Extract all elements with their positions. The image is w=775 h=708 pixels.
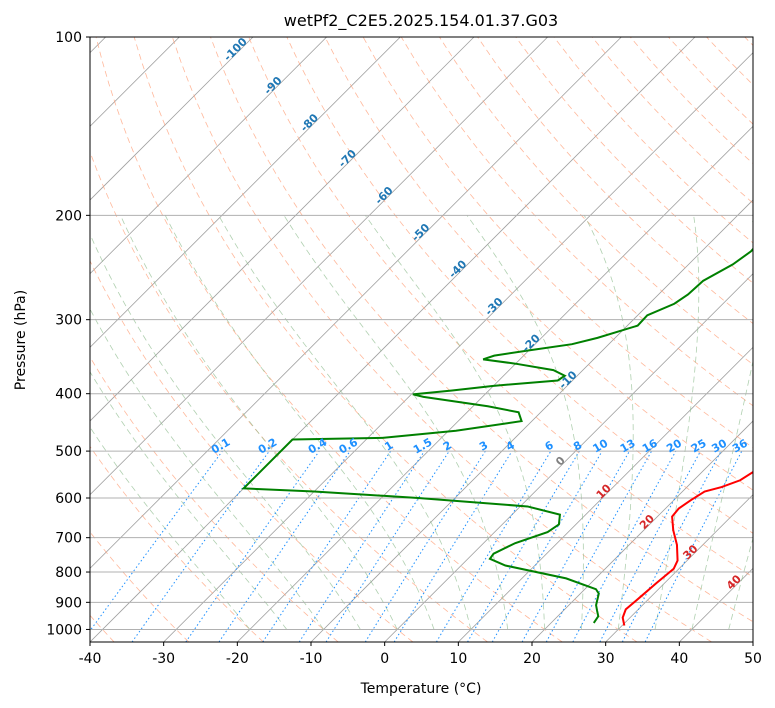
y-tick-label: 500 bbox=[55, 444, 82, 460]
x-tick-label: -10 bbox=[300, 651, 323, 667]
dewpoint-line bbox=[241, 220, 753, 624]
isotherm-line bbox=[458, 346, 753, 642]
moist-adiabat-line bbox=[90, 308, 324, 630]
plot-area: -100-90-80-70-60-50-40-30-20-10010203040… bbox=[89, 35, 754, 643]
chart-title: wetPf2_C2E5.2025.154.01.37.G03 bbox=[284, 11, 558, 31]
moist-adiabat-line bbox=[283, 215, 509, 630]
mixing-ratio-line bbox=[298, 450, 425, 642]
mixing-ratio-line bbox=[218, 450, 351, 642]
plot-background bbox=[90, 37, 753, 642]
moist-adiabat-line bbox=[120, 215, 398, 630]
isotherm-line bbox=[90, 37, 548, 496]
dry-adiabat-line bbox=[515, 37, 753, 284]
mixing-ratio-line bbox=[545, 450, 653, 642]
y-tick-label: 900 bbox=[55, 595, 82, 611]
y-tick-label: 200 bbox=[55, 208, 82, 224]
isotherm-line bbox=[90, 37, 327, 275]
isotherm-line bbox=[237, 125, 753, 642]
y-axis-label: Pressure (hPa) bbox=[13, 290, 29, 390]
mixing-ratio-line bbox=[572, 450, 677, 642]
mixing-ratio-line bbox=[644, 450, 743, 642]
x-tick-label: 30 bbox=[597, 651, 615, 667]
x-tick-label: -40 bbox=[79, 651, 102, 667]
mixing-ratio-line bbox=[325, 450, 450, 642]
dry-adiabat-line bbox=[90, 259, 414, 642]
x-tick-label: 50 bbox=[744, 651, 762, 667]
isotherm-line bbox=[605, 494, 753, 642]
y-tick-label: 800 bbox=[55, 565, 82, 581]
dry-adiabat-line bbox=[286, 37, 753, 534]
isotherm-line bbox=[384, 273, 753, 642]
x-tick-label: -20 bbox=[226, 651, 249, 667]
dry-adiabat-line bbox=[90, 445, 264, 642]
mixing-ratio-line bbox=[131, 450, 270, 642]
mixing-ratio-line bbox=[185, 450, 320, 642]
isotherm-line bbox=[163, 52, 753, 642]
x-axis-label: Temperature (°C) bbox=[360, 681, 482, 697]
dry-adiabat-line bbox=[324, 37, 753, 491]
x-tick-label: 40 bbox=[670, 651, 688, 667]
y-tick-label: 400 bbox=[55, 387, 82, 403]
x-tick-label: 0 bbox=[380, 651, 389, 667]
y-tick-label: 600 bbox=[55, 491, 82, 507]
y-tick-label: 100 bbox=[55, 30, 82, 46]
plot-frame bbox=[89, 36, 754, 643]
dry-adiabat-line bbox=[248, 37, 753, 578]
isotherm-line bbox=[90, 37, 254, 201]
isotherm-line bbox=[90, 37, 475, 422]
dry-adiabat-line bbox=[210, 37, 753, 623]
mixing-ratio-line bbox=[393, 450, 513, 642]
y-tick-label: 1000 bbox=[46, 622, 82, 638]
isotherm-line bbox=[752, 641, 753, 642]
y-axis: 100 200 300 400 500 600 700 800 900 1000 bbox=[46, 30, 90, 638]
isotherm-line bbox=[90, 37, 401, 348]
dry-adiabat-line bbox=[133, 37, 638, 642]
y-tick-label: 300 bbox=[55, 313, 82, 329]
mixing-ratio-line bbox=[90, 450, 223, 632]
x-tick-label: 10 bbox=[449, 651, 467, 667]
isotherm-line bbox=[90, 37, 622, 569]
isotherm-line bbox=[531, 420, 753, 642]
y-tick-label: 700 bbox=[55, 531, 82, 547]
dry-adiabat-line bbox=[95, 37, 563, 642]
isotherm-line bbox=[90, 37, 696, 642]
temperature-line bbox=[621, 470, 753, 626]
dry-adiabat-line bbox=[90, 356, 339, 642]
mixing-ratio-line bbox=[521, 450, 630, 642]
x-tick-label: 20 bbox=[523, 651, 541, 667]
x-tick-label: -30 bbox=[152, 651, 175, 667]
dry-adiabat-line bbox=[171, 37, 712, 642]
x-axis: -40 -30 -20 -10 0 10 20 30 40 50 bbox=[79, 642, 762, 667]
